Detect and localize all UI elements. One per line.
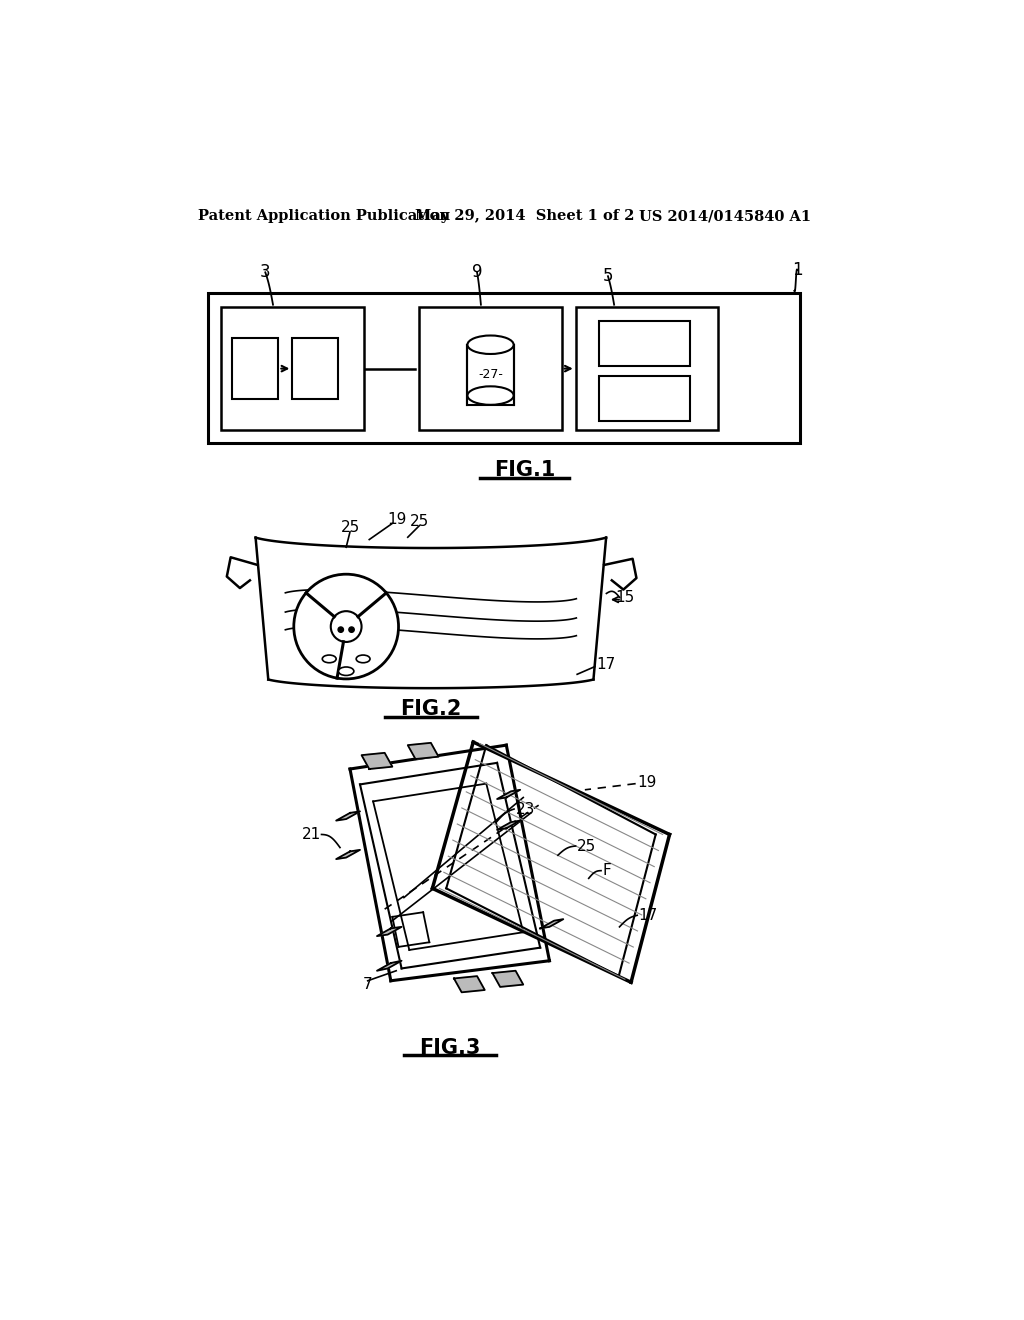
Text: Patent Application Publication: Patent Application Publication bbox=[199, 209, 451, 223]
Text: May 29, 2014  Sheet 1 of 2: May 29, 2014 Sheet 1 of 2 bbox=[416, 209, 635, 223]
Text: 17: 17 bbox=[639, 908, 658, 923]
Polygon shape bbox=[377, 927, 401, 936]
Polygon shape bbox=[377, 961, 401, 970]
Text: -7-: -7- bbox=[636, 392, 652, 405]
Polygon shape bbox=[454, 977, 484, 993]
Text: 15: 15 bbox=[615, 590, 635, 605]
Polygon shape bbox=[336, 850, 360, 859]
Text: FIG.3: FIG.3 bbox=[420, 1038, 481, 1057]
Ellipse shape bbox=[323, 655, 336, 663]
Text: 19: 19 bbox=[387, 512, 407, 527]
Bar bbox=[599, 376, 689, 421]
Text: 23: 23 bbox=[515, 801, 535, 817]
Bar bbox=[467, 345, 514, 405]
Bar bbox=[221, 308, 364, 430]
Ellipse shape bbox=[339, 667, 354, 676]
Text: 25: 25 bbox=[578, 838, 596, 854]
Text: 25: 25 bbox=[410, 515, 429, 529]
Bar bbox=[292, 338, 339, 400]
Text: -13-: -13- bbox=[303, 362, 328, 375]
Polygon shape bbox=[336, 812, 360, 821]
Text: 9: 9 bbox=[472, 264, 482, 281]
Bar bbox=[575, 308, 718, 430]
Polygon shape bbox=[541, 919, 563, 928]
Bar bbox=[208, 293, 801, 444]
Text: FIG.2: FIG.2 bbox=[400, 700, 462, 719]
Text: 19: 19 bbox=[637, 775, 656, 789]
Bar bbox=[232, 338, 279, 400]
Bar bbox=[599, 321, 689, 366]
Circle shape bbox=[331, 611, 361, 642]
Circle shape bbox=[349, 627, 354, 632]
Text: 1: 1 bbox=[793, 261, 803, 279]
Text: 25: 25 bbox=[340, 520, 359, 536]
Polygon shape bbox=[361, 752, 392, 770]
Text: FIG.1: FIG.1 bbox=[495, 461, 555, 480]
Text: US 2014/0145840 A1: US 2014/0145840 A1 bbox=[639, 209, 811, 223]
Bar bbox=[419, 308, 562, 430]
Text: F: F bbox=[602, 863, 611, 878]
Polygon shape bbox=[408, 743, 438, 759]
Polygon shape bbox=[493, 970, 523, 987]
Text: 7: 7 bbox=[362, 977, 373, 993]
Polygon shape bbox=[497, 821, 520, 830]
Ellipse shape bbox=[467, 387, 514, 405]
Ellipse shape bbox=[356, 655, 370, 663]
Text: 3: 3 bbox=[260, 264, 270, 281]
Polygon shape bbox=[497, 789, 520, 799]
Circle shape bbox=[294, 574, 398, 678]
Text: -7-: -7- bbox=[636, 337, 652, 350]
Text: -27-: -27- bbox=[478, 367, 503, 380]
Text: 17: 17 bbox=[596, 657, 615, 672]
Text: -11-: -11- bbox=[243, 362, 267, 375]
Ellipse shape bbox=[467, 335, 514, 354]
Text: 21: 21 bbox=[302, 826, 322, 842]
Text: 5: 5 bbox=[603, 267, 613, 285]
Circle shape bbox=[338, 627, 343, 632]
